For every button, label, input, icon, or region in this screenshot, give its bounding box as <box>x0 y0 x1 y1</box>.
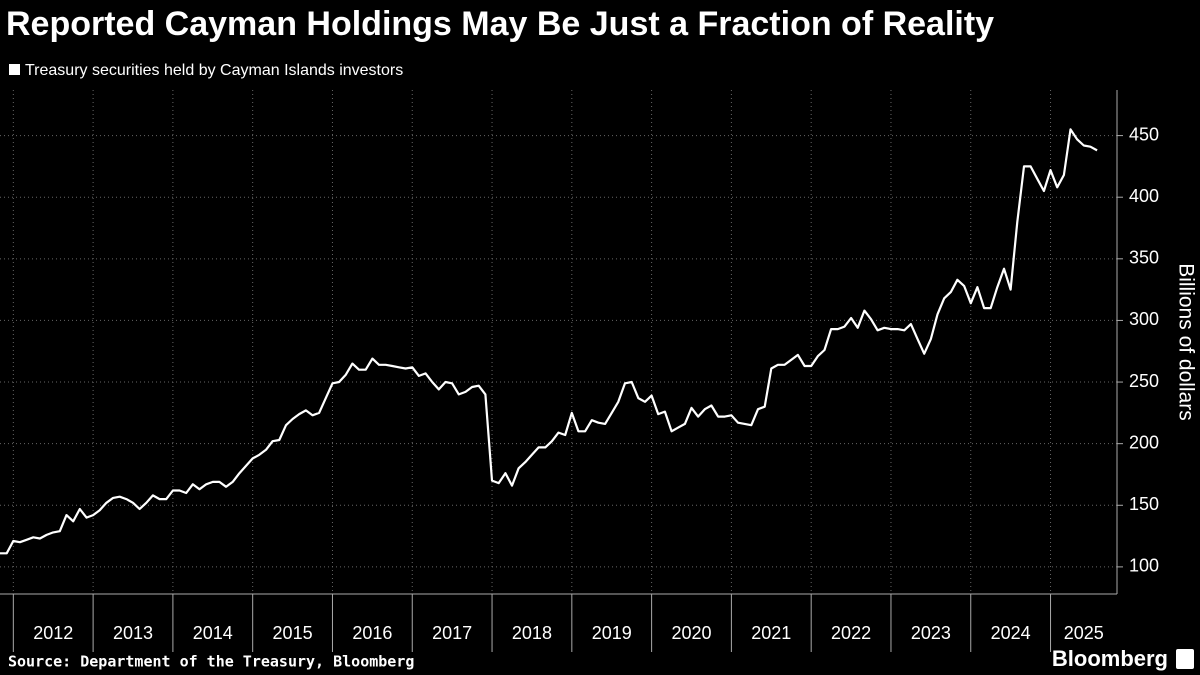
y-axis-label: Billions of dollars <box>1174 263 1197 421</box>
x-tick-label: 2022 <box>831 623 871 643</box>
x-tick-label: 2025 <box>1064 623 1104 643</box>
line <box>0 128 1098 555</box>
x-tick-label: 2019 <box>592 623 632 643</box>
x-tick-label: 2016 <box>352 623 392 643</box>
chart-title: Reported Cayman Holdings May Be Just a F… <box>6 5 994 43</box>
x-tick-label: 2014 <box>193 623 233 643</box>
legend-swatch <box>9 64 20 75</box>
x-tick-label: 2012 <box>33 623 73 643</box>
y-tick-label: 250 <box>1129 371 1159 391</box>
y-tick-label: 400 <box>1129 186 1159 206</box>
x-tick-label: 2018 <box>512 623 552 643</box>
x-tick-label: 2015 <box>273 623 313 643</box>
y-tick-label: 100 <box>1129 556 1159 576</box>
source: Source: Department of the Treasury, Bloo… <box>8 653 414 671</box>
y-tick-label: 350 <box>1129 248 1159 268</box>
x-tick-label: 2021 <box>751 623 791 643</box>
x-tick-label: 2023 <box>911 623 951 643</box>
x-tick-label: 2020 <box>671 623 711 643</box>
y-tick-label: 150 <box>1129 494 1159 514</box>
y-tick-label: 200 <box>1129 432 1159 452</box>
x-tick-label: 2013 <box>113 623 153 643</box>
x-tick-label: 2024 <box>991 623 1031 643</box>
y-tick-label: 300 <box>1129 309 1159 329</box>
branding: Bloomberg <box>1052 646 1168 671</box>
legend-label: Treasury securities held by Cayman Islan… <box>25 62 403 79</box>
logo-icon <box>1176 649 1194 669</box>
x-tick-label: 2017 <box>432 623 472 643</box>
y-tick-label: 450 <box>1129 124 1159 144</box>
